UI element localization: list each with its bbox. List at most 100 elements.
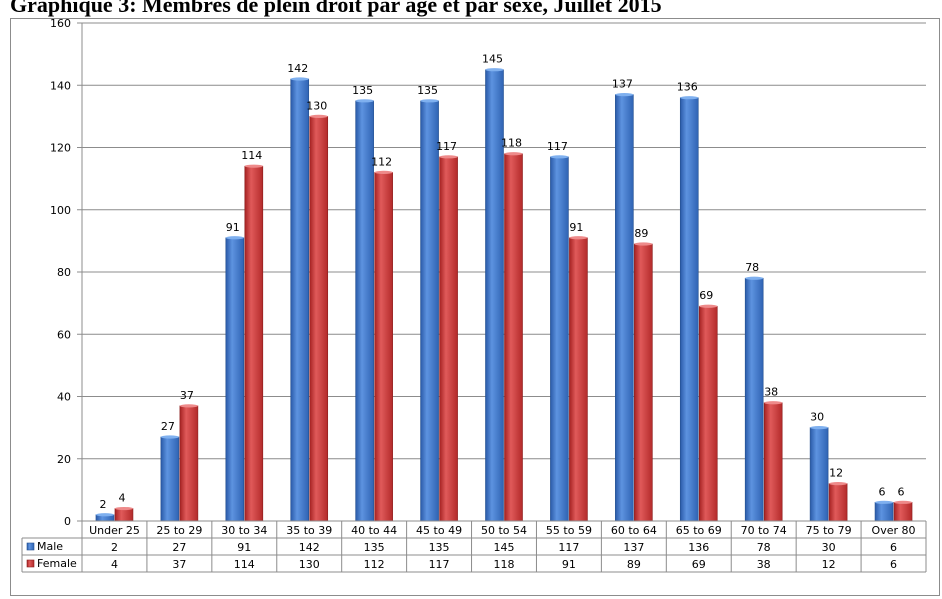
table-cell: 78 — [757, 541, 771, 554]
bar-male — [225, 237, 245, 522]
data-label-male: 6 — [879, 485, 886, 498]
bar-female — [244, 165, 264, 522]
bar-female — [179, 405, 199, 522]
bar-female — [893, 502, 913, 522]
bar-male — [550, 156, 569, 522]
table-cell: 69 — [692, 558, 706, 571]
data-label-male: 135 — [417, 84, 438, 97]
bar-top-female — [699, 304, 718, 308]
bar-top-female — [114, 506, 133, 511]
table-cell: 37 — [172, 558, 186, 571]
table-cell: 2 — [111, 541, 118, 554]
bar-top-male — [680, 96, 699, 100]
bar-male — [679, 97, 699, 522]
bar-female — [439, 156, 458, 522]
table-cell: 114 — [234, 558, 255, 571]
table-cell: 135 — [429, 541, 450, 554]
x-tick-label: 50 to 54 — [481, 524, 527, 537]
bar-female — [634, 243, 653, 522]
data-label-female: 114 — [241, 149, 262, 162]
bar-top-female — [634, 242, 653, 246]
data-label-female: 118 — [501, 137, 522, 150]
bar-male — [874, 502, 894, 522]
table-cell: 6 — [890, 541, 897, 554]
table-cell: 89 — [627, 558, 641, 571]
x-tick-label: Under 25 — [89, 524, 140, 537]
bar-male — [420, 100, 439, 522]
data-label-female: 37 — [180, 389, 194, 402]
table-cell: 135 — [364, 541, 385, 554]
bar-top-female — [569, 236, 588, 240]
bar-top-female — [894, 500, 913, 504]
bar-male — [809, 427, 829, 522]
data-label-male: 136 — [677, 81, 698, 94]
bar-top-male — [810, 426, 829, 430]
data-label-male: 30 — [810, 411, 824, 424]
bar-top-female — [829, 482, 848, 486]
bar-top-female — [309, 114, 328, 118]
bar-top-male — [745, 276, 764, 280]
x-tick-label: 45 to 49 — [416, 524, 462, 537]
table-cell: 27 — [172, 541, 186, 554]
y-tick-label: 140 — [50, 79, 71, 92]
legend-label-female: Female — [37, 557, 77, 570]
data-label-female: 69 — [699, 289, 713, 302]
bar-top-male — [355, 99, 374, 103]
bar-top-female — [504, 152, 523, 156]
bar-top-female — [439, 155, 458, 159]
x-tick-label: 75 to 79 — [806, 524, 852, 537]
table-cell: 112 — [364, 558, 385, 571]
data-label-male: 117 — [547, 140, 568, 153]
bar-top-female — [179, 404, 198, 408]
data-label-female: 12 — [829, 467, 843, 480]
y-tick-label: 0 — [64, 515, 71, 528]
data-label-male: 145 — [482, 53, 503, 66]
data-label-male: 135 — [352, 84, 373, 97]
legend-swatch-female — [26, 559, 35, 568]
table-cell: 137 — [623, 541, 644, 554]
data-label-male: 78 — [745, 261, 759, 274]
data-label-female: 89 — [634, 227, 648, 240]
data-label-female: 91 — [569, 221, 583, 234]
bar-top-male — [290, 77, 309, 81]
data-label-male: 142 — [287, 62, 308, 75]
bar-top-male — [225, 236, 244, 240]
table-cell: 117 — [429, 558, 450, 571]
bar-female — [374, 172, 393, 522]
table-cell: 4 — [111, 558, 118, 571]
table-cell: 91 — [237, 541, 251, 554]
y-tick-label: 40 — [57, 391, 71, 404]
table-cell: 136 — [688, 541, 709, 554]
x-tick-label: Over 80 — [872, 524, 916, 537]
x-tick-label: 25 to 29 — [156, 524, 202, 537]
bar-female — [569, 237, 588, 522]
bar-female — [309, 116, 329, 522]
table-cell: 117 — [558, 541, 579, 554]
table-cell: 91 — [562, 558, 576, 571]
chart-title: Graphique 3: Membres de plein droit par … — [10, 0, 662, 17]
data-label-female: 4 — [118, 492, 125, 505]
x-tick-label: 30 to 34 — [221, 524, 267, 537]
bar-top-male — [550, 155, 569, 159]
bar-top-male — [485, 68, 504, 72]
x-tick-label: 40 to 44 — [351, 524, 397, 537]
bar-top-male — [95, 513, 114, 517]
x-tick-label: 60 to 64 — [611, 524, 657, 537]
y-tick-label: 160 — [50, 17, 71, 30]
bar-top-male — [160, 435, 179, 439]
data-label-female: 38 — [764, 386, 778, 399]
bar-male — [290, 78, 310, 522]
y-tick-label: 100 — [50, 204, 71, 217]
table-cell: 142 — [299, 541, 320, 554]
table-cell: 12 — [822, 558, 836, 571]
table-cell: 130 — [299, 558, 320, 571]
bar-female — [504, 153, 523, 522]
y-tick-label: 80 — [57, 266, 71, 279]
x-tick-label: 65 to 69 — [676, 524, 722, 537]
legend-swatch-male — [26, 542, 35, 551]
table-cell: 6 — [890, 558, 897, 571]
table-cell: 145 — [494, 541, 515, 554]
x-tick-label: 70 to 74 — [741, 524, 787, 537]
bar-top-male — [875, 500, 894, 504]
